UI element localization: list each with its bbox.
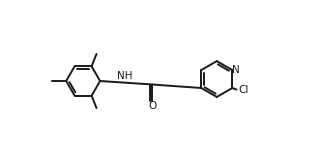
Text: Cl: Cl xyxy=(239,85,249,95)
Text: NH: NH xyxy=(117,71,132,81)
Text: O: O xyxy=(148,101,156,111)
Text: N: N xyxy=(232,65,240,75)
